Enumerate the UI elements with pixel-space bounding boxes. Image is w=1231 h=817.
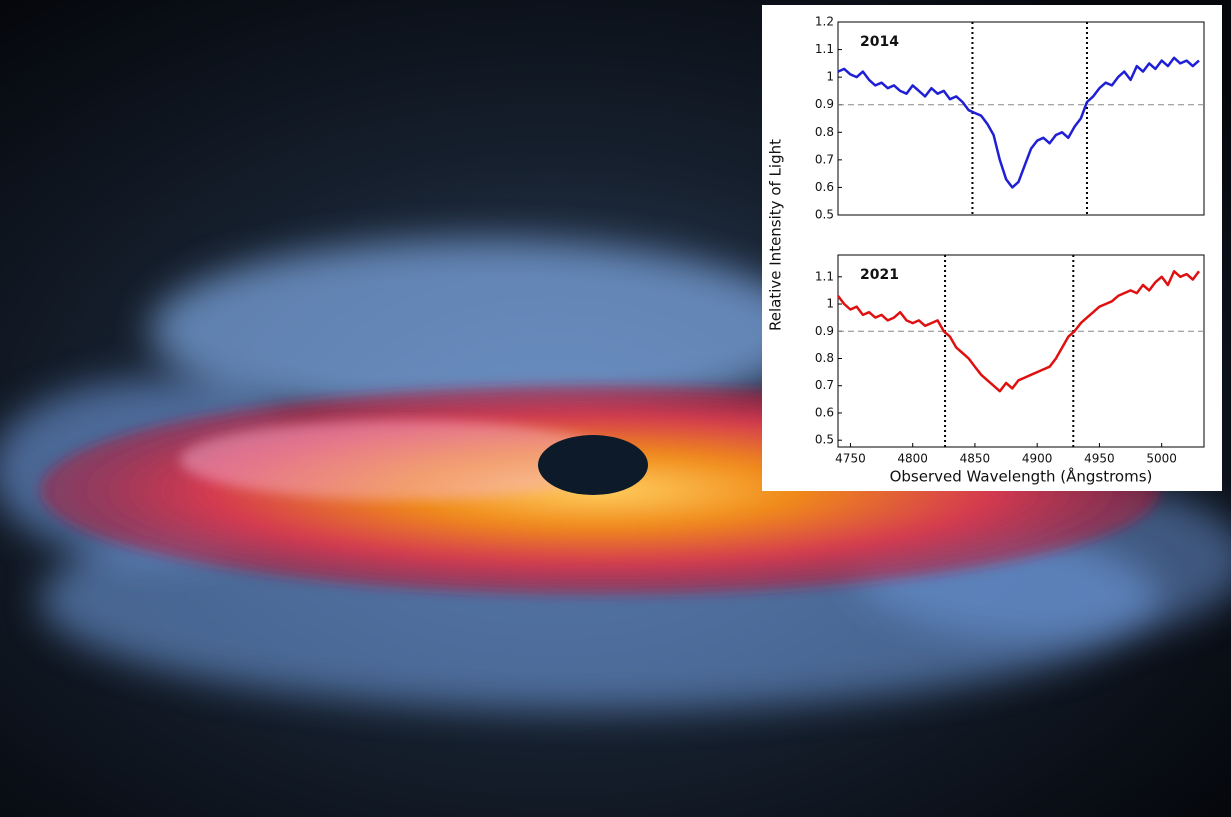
y-tick-label: 0.9 [815,324,834,338]
spectrum-line [837,56,1200,189]
panel-label: 2014 [860,34,899,50]
y-tick-label: 0.5 [815,433,834,447]
disk-glow [180,420,620,500]
y-tick-label: 0.6 [815,180,834,194]
y-axis-label: Relative Intensity of Light [767,139,785,331]
y-tick-label: 0.9 [815,97,834,111]
y-tick-label: 1.2 [815,15,834,29]
inset-panel [762,5,1222,491]
y-tick-label: 0.6 [815,405,834,419]
panel-label: 2021 [860,267,899,283]
charts: 0.5 0.6 0.7 0.8 0.9 1 1.1 1.2 2014 Relative Inten… [767,15,1205,486]
y-tick-label: 1 [826,297,834,311]
y-tick-label: 1.1 [815,42,834,56]
x-axis-label: Observed Wavelength (Ångstroms) [890,467,1153,486]
x-tick-label: 4750 [835,452,866,466]
x-tick-label: 4850 [960,452,991,466]
x-tick-label: 4950 [1084,452,1115,466]
y-tick-label: 0.5 [815,208,834,222]
plot-frame [837,21,1205,216]
y-tick-label: 0.8 [815,125,834,139]
y-tick-label: 1.1 [815,269,834,283]
x-tick-label: 5000 [1146,452,1177,466]
y-tick-label: 0.7 [815,378,834,392]
x-tick-label: 4800 [897,452,928,466]
y-tick-label: 0.7 [815,152,834,166]
y-tick-label: 1 [826,70,834,84]
plot-frame [837,254,1205,448]
spectrum-line [837,270,1200,393]
y-tick-label: 0.8 [815,351,834,365]
x-tick-label: 4900 [1022,452,1053,466]
black-hole [538,435,648,495]
